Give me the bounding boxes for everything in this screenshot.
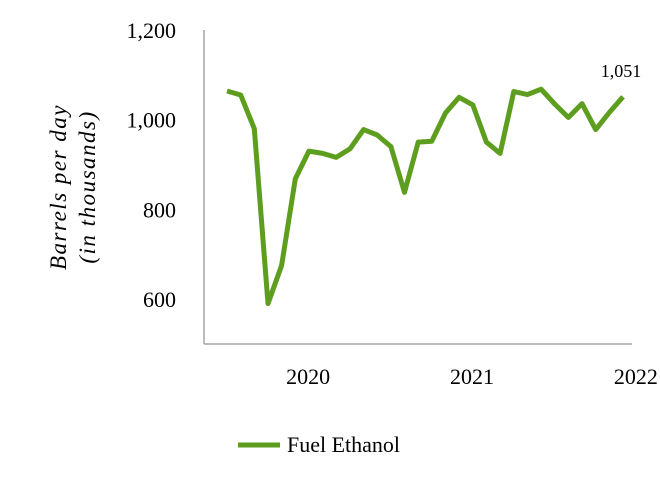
y-tick-label: 800 [143, 197, 176, 222]
data-label-last-value: 1,051 [601, 61, 642, 81]
y-tick-label: 1,000 [127, 108, 177, 133]
x-axis: 2020 2021 2022 [286, 364, 658, 389]
series-line-fuel-ethanol [226, 86, 625, 307]
legend-label-fuel-ethanol: Fuel Ethanol [287, 432, 400, 457]
x-tick-label: 2021 [450, 364, 494, 389]
legend: Fuel Ethanol [238, 432, 400, 457]
y-axis-label-line1: Barrels per day [46, 104, 71, 270]
y-axis-label: Barrels per day (in thousands) [46, 104, 100, 270]
y-axis-label-line2: (in thousands) [75, 110, 100, 263]
y-tick-label: 600 [143, 287, 176, 312]
y-tick-label: 1,200 [127, 18, 177, 43]
y-axis: 600 800 1,000 1,200 [127, 18, 177, 312]
x-tick-label: 2020 [286, 364, 330, 389]
x-tick-label: 2022 [614, 364, 658, 389]
